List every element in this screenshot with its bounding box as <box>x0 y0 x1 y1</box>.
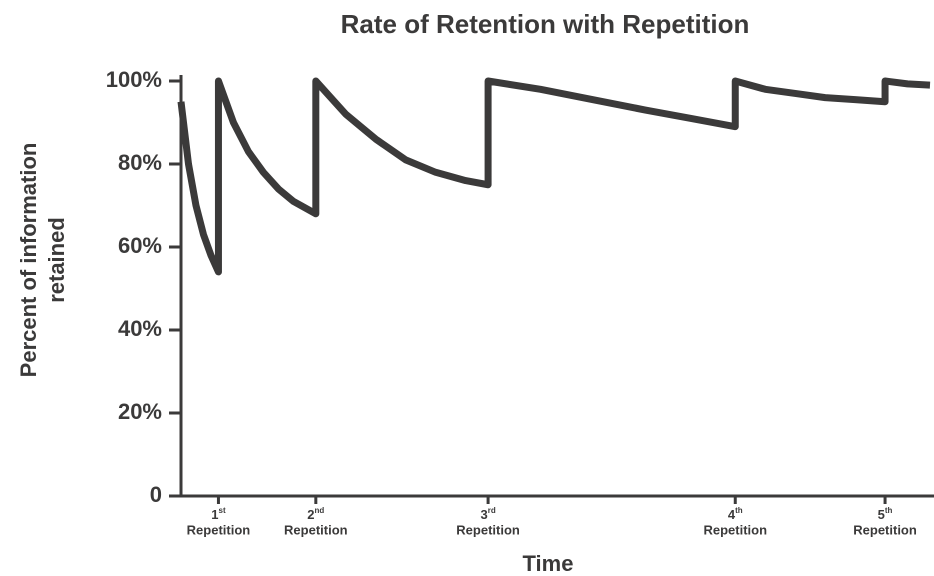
x-tick-label: Repetition <box>853 522 917 537</box>
y-axis-label: Percent of information <box>16 143 41 378</box>
ordinal-number: 1 <box>211 507 218 522</box>
x-tick-ordinal: 5th <box>878 506 893 522</box>
y-tick-label: 100% <box>106 67 162 92</box>
y-tick-label: 80% <box>118 150 162 175</box>
ordinal-number: 3 <box>480 507 487 522</box>
x-tick-ordinal: 4th <box>728 506 743 522</box>
x-tick-label: Repetition <box>187 522 251 537</box>
y-tick-label: 40% <box>118 316 162 341</box>
y-tick-label: 60% <box>118 233 162 258</box>
ordinal-suffix: th <box>735 506 743 515</box>
ordinal-suffix: th <box>885 506 893 515</box>
x-axis-label: Time <box>523 551 574 576</box>
ordinal-suffix: st <box>219 506 226 515</box>
ordinal-number: 2 <box>307 507 314 522</box>
ordinal-suffix: rd <box>488 506 496 515</box>
y-tick-label: 20% <box>118 399 162 424</box>
x-tick-label: Repetition <box>456 522 520 537</box>
x-tick-ordinal: 3rd <box>480 506 495 522</box>
x-tick-label: Repetition <box>284 522 348 537</box>
x-tick-label: Repetition <box>703 522 767 537</box>
ordinal-suffix: nd <box>315 506 325 515</box>
y-axis-label: retained <box>44 217 69 303</box>
chart-title: Rate of Retention with Repetition <box>341 9 750 39</box>
y-tick-label: 0 <box>150 482 162 507</box>
x-tick-ordinal: 2nd <box>307 506 324 522</box>
ordinal-number: 5 <box>878 507 885 522</box>
x-tick-ordinal: 1st <box>211 506 226 522</box>
retention-line <box>177 77 931 276</box>
ordinal-number: 4 <box>728 507 736 522</box>
